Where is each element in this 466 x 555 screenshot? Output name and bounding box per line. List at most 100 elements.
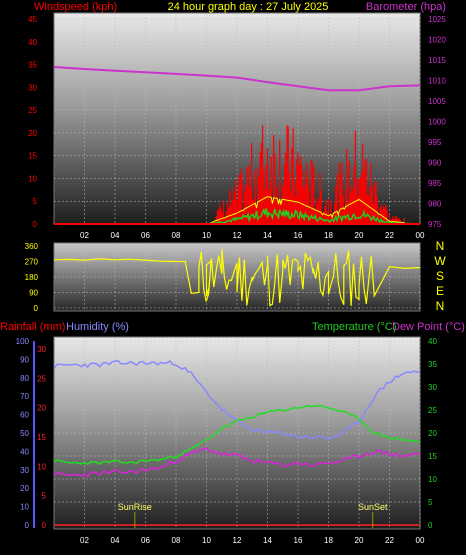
barometer-tick-label: 1015 (428, 56, 446, 65)
temperature-tick-label: 35 (428, 360, 437, 369)
wind-tick-label: 15 (28, 152, 37, 161)
rainfall-tick-label: 20 (37, 404, 46, 413)
rainfall-tick-label: 0 (42, 521, 47, 530)
rainfall-axis: 0 5 10 15 20 25 30 (37, 345, 46, 530)
x-tick-label: 06 (141, 231, 150, 240)
wind-tick-label: 10 (28, 174, 37, 183)
x-tick-label-bottom: 04 (111, 536, 120, 545)
x-tick-label: 00 (416, 231, 425, 240)
x-tick-label-bottom: 14 (263, 536, 272, 545)
x-tick-label: 12 (233, 231, 242, 240)
wind-tick-label: 30 (28, 83, 37, 92)
x-tick-label-bottom: 08 (172, 536, 181, 545)
temperature-tick-label: 15 (428, 452, 437, 461)
humidity-tick-label: 100 (16, 337, 30, 346)
barometer-tick-label: 980 (428, 200, 442, 209)
chart-title: 24 hour graph day : 27 July 2025 (168, 1, 329, 13)
humidity-tick-label: 90 (20, 355, 29, 364)
humidity-tick-label: 70 (20, 392, 29, 401)
wind-tick-label: 5 (33, 197, 38, 206)
direction-tick-label: 270 (25, 258, 39, 267)
barometer-tick-label: 990 (428, 159, 442, 168)
x-tick-label: 14 (263, 231, 272, 240)
barometer-tick-label: 975 (428, 220, 442, 229)
wind-tick-label: 20 (28, 129, 37, 138)
sun-marker-label: SunRise (118, 502, 152, 512)
humidity-title: Humidity (%) (66, 321, 129, 333)
wind-direction-line (53, 248, 421, 307)
temperature-tick-label: 10 (428, 475, 437, 484)
direction-tick-label: 0 (34, 304, 39, 313)
direction-axis: 0 90 180 270 360 (25, 242, 39, 313)
x-tick-label: 18 (324, 231, 333, 240)
x-tick-label-bottom: 18 (324, 536, 333, 545)
direction-series (53, 248, 421, 307)
barometer-tick-label: 985 (428, 179, 442, 188)
x-tick-label: 22 (385, 231, 394, 240)
x-tick-label-bottom: 06 (141, 536, 150, 545)
temperature-line (53, 404, 421, 466)
barometer-tick-label: 995 (428, 138, 442, 147)
temperature-axis: 0 5 10 15 20 25 30 35 40 (428, 337, 437, 530)
humidity-tick-label: 60 (20, 411, 29, 420)
wind-tick-label: 45 (28, 15, 37, 24)
humidity-tick-label: 30 (20, 466, 29, 475)
sun-marker-label: SunSet (358, 502, 388, 512)
rainfall-tick-label: 10 (37, 462, 46, 471)
humidity-tick-label: 20 (20, 484, 29, 493)
temperature-tick-label: 5 (428, 498, 433, 507)
x-tick-label: 10 (202, 231, 211, 240)
wind-panel-series (53, 66, 421, 225)
x-tick-label-bottom: 10 (202, 536, 211, 545)
rainfall-tick-label: 5 (42, 492, 47, 501)
temperature-tick-label: 30 (428, 383, 437, 392)
barometer-tick-label: 1020 (428, 36, 446, 45)
humidity-axis: 0 10 20 30 40 50 60 70 80 90 100 (16, 337, 30, 530)
x-tick-label: 08 (172, 231, 181, 240)
humidity-tick-label: 10 (20, 503, 29, 512)
x-tick-label-bottom: 16 (294, 536, 303, 545)
x-tick-label: 16 (294, 231, 303, 240)
compass-label: E (436, 284, 444, 298)
climate-series (53, 360, 421, 526)
sun-annotations: SunRise SunSet (118, 502, 388, 528)
rainfall-title: Rainfall (mm) (0, 321, 65, 333)
barometer-tick-label: 1000 (428, 118, 446, 127)
compass-label: N (436, 239, 445, 253)
compass-label: S (436, 269, 444, 283)
x-tick-label: 02 (80, 231, 89, 240)
wind-speed-axis: 0 5 10 15 20 25 30 35 40 45 (28, 15, 37, 229)
x-tick-label-bottom: 02 (80, 536, 89, 545)
x-tick-label-bottom: 12 (233, 536, 242, 545)
x-tick-label-bottom: 22 (385, 536, 394, 545)
dewpoint-line (53, 447, 421, 478)
barometer-axis: 975 980 985 990 995 1000 1005 1010 1015 1020 1025 (428, 15, 446, 229)
humidity-tick-label: 80 (20, 374, 29, 383)
wind-tick-label: 25 (28, 106, 37, 115)
barometer-line (53, 66, 421, 92)
humidity-tick-label: 0 (25, 521, 30, 530)
x-tick-label: 20 (355, 231, 364, 240)
direction-tick-label: 180 (25, 273, 39, 282)
temperature-tick-label: 20 (428, 429, 437, 438)
temperature-title: Temperature (°C) (312, 321, 396, 333)
compass-label: W (434, 254, 446, 268)
climate-panel-grid (54, 337, 421, 529)
barometer-tick-label: 1025 (428, 15, 446, 24)
wind-tick-label: 35 (28, 61, 37, 70)
wind-tick-label: 0 (33, 220, 38, 229)
x-tick-label-bottom: 00 (416, 536, 425, 545)
direction-tick-label: 360 (25, 242, 39, 251)
temperature-tick-label: 40 (428, 337, 437, 346)
compass-label: N (436, 299, 445, 313)
rainfall-tick-label: 25 (37, 374, 46, 383)
dewpoint-title: Dew Point (°C) (392, 321, 465, 333)
barometer-tick-label: 1005 (428, 97, 446, 106)
barometer-tick-label: 1010 (428, 77, 446, 86)
temperature-tick-label: 0 (428, 521, 433, 530)
barometer-title: Barometer (hpa) (366, 1, 446, 13)
rainfall-tick-label: 15 (37, 433, 46, 442)
x-axis-labels: 02 02 04 04 06 06 08 08 10 10 12 12 14 14 16 16 18 18 20 20… (80, 231, 425, 545)
